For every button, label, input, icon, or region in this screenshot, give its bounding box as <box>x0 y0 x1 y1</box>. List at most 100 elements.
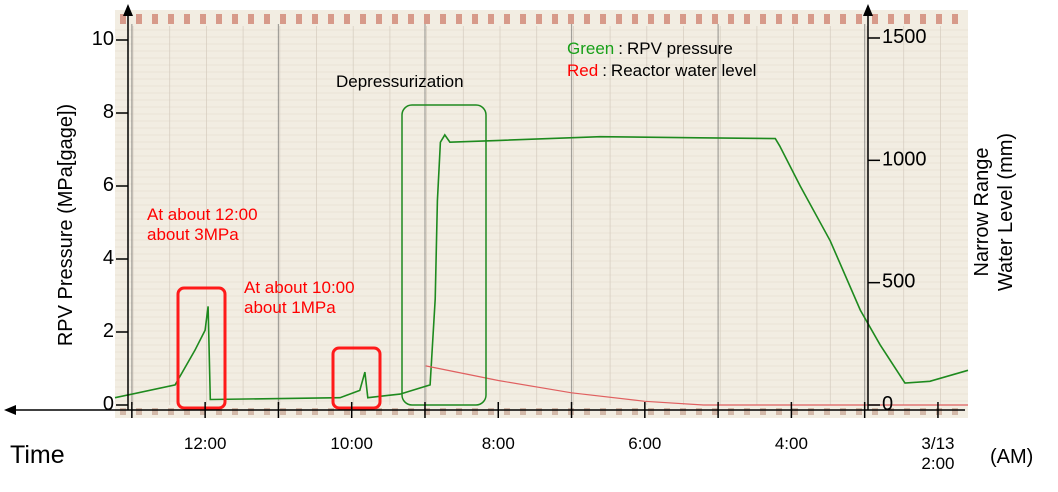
perforation <box>232 408 238 415</box>
perforation <box>952 14 958 24</box>
perforation <box>696 14 702 24</box>
perforation <box>504 408 510 415</box>
perforation <box>824 408 830 415</box>
y2-tick-label: 500 <box>882 271 915 293</box>
perforation <box>728 408 734 415</box>
perforation <box>152 408 158 415</box>
perforation <box>712 408 718 415</box>
x-axis-arrow <box>4 405 16 415</box>
perforation <box>360 14 366 24</box>
y-tick-label: 0 <box>103 393 114 415</box>
perforation <box>552 408 558 415</box>
perforation <box>440 408 446 415</box>
perforation <box>744 408 750 415</box>
annotation: At about 12:00 about 3MPa <box>147 205 258 244</box>
highlight-box <box>331 346 382 410</box>
y2-tick-label: 1500 <box>882 26 927 48</box>
perforation <box>200 408 206 415</box>
perforation <box>856 408 862 415</box>
perforation <box>840 14 846 24</box>
perforation <box>872 14 878 24</box>
perforation <box>504 14 510 24</box>
perforation <box>168 14 174 24</box>
perforation <box>360 408 366 415</box>
perforation <box>408 408 414 415</box>
y-tick-label: 4 <box>103 247 114 269</box>
perforation <box>456 408 462 415</box>
perforation <box>120 14 126 24</box>
annotation: At about 10:00 about 1MPa <box>244 278 355 317</box>
highlight-box <box>401 104 487 406</box>
perforation <box>648 14 654 24</box>
y-tick-label: 8 <box>103 101 114 123</box>
perforation <box>440 14 446 24</box>
x-tick-label: 10:00 <box>330 434 373 453</box>
perforation <box>568 14 574 24</box>
perforation <box>296 408 302 415</box>
perforation <box>328 14 334 24</box>
perforation <box>760 14 766 24</box>
perforation <box>552 14 558 24</box>
perforation <box>792 14 798 24</box>
x-axis-unit: (AM) <box>990 446 1033 468</box>
perforation <box>184 408 190 415</box>
perforation <box>328 408 334 415</box>
perforation <box>520 408 526 415</box>
perforation <box>344 408 350 415</box>
perforation <box>680 14 686 24</box>
perforation <box>664 408 670 415</box>
perforation <box>760 408 766 415</box>
perforation <box>536 14 542 24</box>
perforation <box>312 408 318 415</box>
perforation <box>616 14 622 24</box>
perforation <box>712 14 718 24</box>
perforation <box>808 14 814 24</box>
perforation <box>936 408 942 415</box>
perforation <box>408 14 414 24</box>
perforation <box>936 14 942 24</box>
legend-label: RPV pressure <box>627 39 733 58</box>
perforation <box>648 408 654 415</box>
x-tick-label: 4:00 <box>775 434 808 453</box>
legend-entry: Green: RPV pressure <box>567 39 733 58</box>
perforation <box>632 14 638 24</box>
series-line <box>114 133 969 401</box>
y-axis-arrow <box>123 4 133 16</box>
perforation <box>136 408 142 415</box>
annotation: Depressurization <box>336 72 464 91</box>
x-axis-label: Time <box>10 441 65 469</box>
perforation <box>904 14 910 24</box>
perforation <box>664 14 670 24</box>
perforation <box>728 14 734 24</box>
perforation <box>872 408 878 415</box>
perforation <box>280 408 286 415</box>
perforation <box>200 14 206 24</box>
perforation <box>248 408 254 415</box>
perforation <box>888 14 894 24</box>
perforation <box>456 14 462 24</box>
perforation <box>472 14 478 24</box>
y2-axis-arrow <box>863 4 873 16</box>
legend-key: Green <box>567 39 614 58</box>
perforation <box>392 14 398 24</box>
perforation <box>344 14 350 24</box>
legend-key: Red <box>567 61 598 80</box>
perforation <box>904 408 910 415</box>
perforation <box>584 14 590 24</box>
perforation <box>696 408 702 415</box>
perforation <box>184 14 190 24</box>
y2-tick-label: 0 <box>882 393 893 415</box>
perforation <box>280 14 286 24</box>
x-tick-label: 6:00 <box>628 434 661 453</box>
perforation <box>216 14 222 24</box>
perforation <box>424 14 430 24</box>
perforation <box>792 408 798 415</box>
paper-decoration <box>115 14 968 415</box>
perforation <box>264 14 270 24</box>
perforation <box>120 408 126 415</box>
perforation <box>824 14 830 24</box>
y2-axis-label: Narrow Range Water Level (mm) <box>971 133 1017 291</box>
perforation <box>168 408 174 415</box>
y2-tick-label: 1000 <box>882 149 927 171</box>
